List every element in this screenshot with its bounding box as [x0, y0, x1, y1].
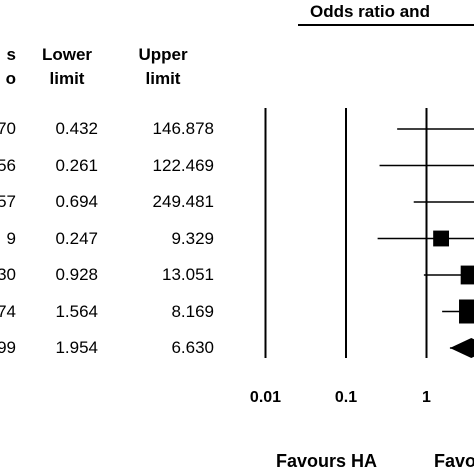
- lower-limit-cell-2: 0.261: [55, 155, 98, 175]
- ratio-cell-1: 70: [0, 119, 16, 138]
- upper-header-line-1: Upper: [138, 45, 188, 64]
- lower-limit-cell-1: 0.432: [55, 119, 98, 138]
- ratio-cell-7: 99: [0, 338, 16, 357]
- upper-limit-cell-6: 8.169: [171, 301, 214, 321]
- favours-ha-label: Favours HA: [276, 451, 378, 471]
- ratio-cell-6: 74: [0, 301, 16, 321]
- upper-limit-header: Upper limit: [130, 44, 196, 90]
- lower-header-line-2: limit: [49, 69, 85, 88]
- point-marker-5: [460, 265, 474, 285]
- x-tick-label-2: 0.1: [334, 389, 358, 406]
- ratio-header-line-2: o: [5, 69, 16, 88]
- ratio-header-line-1: s: [6, 45, 16, 64]
- upper-limit-cell-5: 13.051: [162, 265, 214, 284]
- point-marker-6: [459, 299, 474, 324]
- lower-limit-header: Lower limit: [36, 44, 98, 90]
- ratio-cell-4: 9: [6, 228, 16, 248]
- panel-title: Odds ratio and: [310, 2, 430, 21]
- upper-limit-cell-7: 6.630: [171, 338, 214, 357]
- lower-limit-cell-3: 0.694: [55, 192, 98, 211]
- lower-limit-cell-4: 0.247: [55, 228, 98, 248]
- x-tick-label-3: 1: [422, 389, 431, 406]
- upper-limit-cell-4: 9.329: [171, 228, 214, 248]
- lower-limit-cell-5: 0.928: [55, 265, 98, 284]
- upper-header-line-2: limit: [145, 69, 181, 88]
- x-tick-label-1: 0.01: [249, 389, 282, 406]
- ratio-cell-2: 56: [0, 155, 16, 175]
- summary-diamond: [449, 338, 474, 358]
- upper-limit-cell-3: 249.481: [152, 192, 214, 211]
- lower-limit-cell-7: 1.954: [55, 338, 98, 357]
- lower-header-line-1: Lower: [41, 45, 93, 64]
- ratio-header: s o: [0, 44, 18, 94]
- favours-label-cut: Favou: [434, 451, 474, 471]
- point-marker-4: [433, 230, 450, 247]
- ratio-cell-5: 30: [0, 265, 16, 284]
- ratio-cell-3: 57: [0, 192, 16, 211]
- lower-limit-cell-6: 1.564: [55, 301, 98, 321]
- upper-limit-cell-2: 122.469: [152, 155, 214, 175]
- upper-limit-cell-1: 146.878: [152, 119, 214, 138]
- title-underline: [298, 24, 474, 26]
